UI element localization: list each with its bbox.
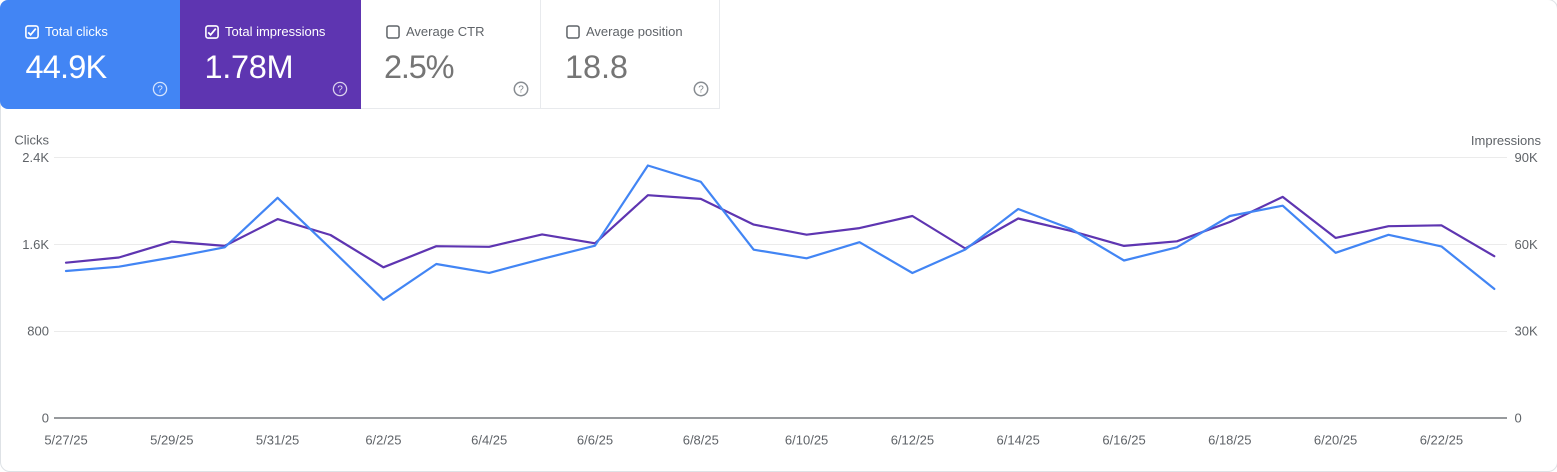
svg-text:6/2/25: 6/2/25 [365, 433, 401, 448]
svg-text:Impressions: Impressions [1471, 133, 1542, 148]
svg-text:6/18/25: 6/18/25 [1208, 433, 1251, 448]
svg-text:6/10/25: 6/10/25 [785, 433, 828, 448]
svg-text:800: 800 [27, 324, 49, 339]
svg-text:0: 0 [1515, 411, 1522, 426]
svg-text:6/22/25: 6/22/25 [1420, 433, 1463, 448]
svg-text:60K: 60K [1515, 237, 1538, 252]
svg-text:5/29/25: 5/29/25 [150, 433, 193, 448]
svg-text:5/27/25: 5/27/25 [44, 433, 87, 448]
svg-text:6/16/25: 6/16/25 [1102, 433, 1145, 448]
svg-text:6/12/25: 6/12/25 [891, 433, 934, 448]
svg-text:6/4/25: 6/4/25 [471, 433, 507, 448]
svg-text:Clicks: Clicks [14, 133, 49, 148]
svg-text:0: 0 [42, 411, 49, 426]
svg-text:90K: 90K [1515, 150, 1538, 165]
svg-text:6/20/25: 6/20/25 [1314, 433, 1357, 448]
svg-text:6/6/25: 6/6/25 [577, 433, 613, 448]
svg-text:2.4K: 2.4K [22, 150, 49, 165]
svg-text:?: ? [157, 85, 163, 96]
svg-text:?: ? [518, 85, 524, 96]
svg-text:5/31/25: 5/31/25 [256, 433, 299, 448]
svg-text:1.6K: 1.6K [22, 237, 49, 252]
svg-text:?: ? [698, 85, 704, 96]
svg-text:30K: 30K [1515, 324, 1538, 339]
svg-text:6/14/25: 6/14/25 [997, 433, 1040, 448]
svg-text:?: ? [337, 85, 343, 96]
svg-text:6/8/25: 6/8/25 [683, 433, 719, 448]
